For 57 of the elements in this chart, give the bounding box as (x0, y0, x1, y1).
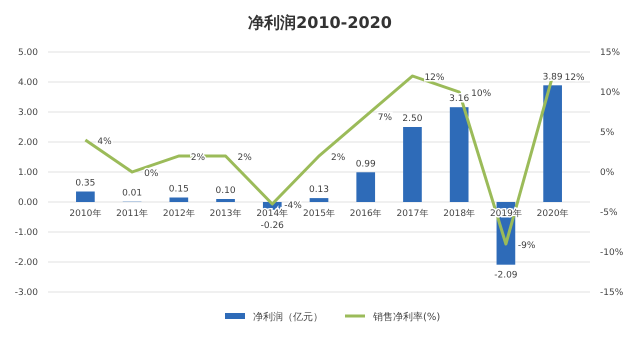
data-label: 2% (238, 153, 252, 163)
x-tick-label: 2017年 (396, 208, 428, 219)
data-label: -0.26 (260, 221, 284, 231)
data-label: 3.89 (542, 72, 563, 82)
x-tick-label: 2018年 (443, 208, 476, 219)
x-tick-label: 2014年 (256, 208, 288, 219)
data-label: 0.99 (356, 159, 376, 170)
y-tick-label: -1.00 (14, 228, 38, 238)
x-tick-label: 2011年 (116, 208, 148, 219)
y-tick-label: 2.00 (18, 138, 38, 148)
data-label: 0.13 (308, 185, 330, 196)
bar (450, 107, 469, 202)
data-label: 0.15 (168, 184, 189, 194)
x-tick-label: 2015年 (303, 208, 335, 219)
y2-tick-label: -5% (600, 208, 618, 218)
data-label: 2% (331, 153, 346, 163)
bar (216, 199, 235, 202)
data-label: 0% (144, 169, 159, 179)
y-tick-label: 1.00 (18, 168, 38, 178)
y-tick-label: 3.00 (18, 108, 38, 118)
y-tick-label: 5.00 (18, 48, 38, 58)
data-label: 12% (424, 73, 445, 83)
x-tick-label: 2010年 (69, 208, 102, 219)
data-label: -9% (518, 241, 536, 251)
bar (76, 192, 95, 202)
data-label: -2.09 (494, 270, 518, 281)
y2-tick-label: 0% (600, 168, 615, 178)
data-label: 4% (97, 137, 112, 147)
x-tick-label: 2016年 (350, 208, 382, 219)
legend-label: 销售净利率(%) (372, 311, 440, 323)
legend-label: 净利润（亿元） (253, 311, 323, 323)
bar (356, 172, 376, 202)
bar (403, 127, 422, 202)
data-label: 10% (471, 89, 492, 99)
y2-tick-label: -15% (600, 288, 624, 298)
data-label: -4% (284, 201, 302, 211)
y-tick-label: -3.00 (14, 288, 38, 298)
y-tick-label: 4.00 (18, 78, 38, 88)
data-label: 0.35 (75, 178, 96, 188)
y2-tick-label: 5% (600, 128, 615, 138)
y2-tick-label: 15% (600, 48, 620, 58)
bar (169, 198, 188, 202)
x-tick-label: 2012年 (162, 208, 195, 219)
x-tick-label: 2020年 (536, 208, 569, 219)
data-label: 2.50 (402, 114, 423, 124)
data-label: 0.10 (216, 186, 236, 196)
y2-tick-label: -10% (600, 248, 624, 258)
y2-tick-label: 10% (600, 88, 620, 98)
chart-title: 净利润2010-2020 (248, 13, 392, 32)
x-tick-label: 2013年 (210, 208, 242, 219)
bar (310, 198, 328, 202)
data-label: 7% (378, 113, 392, 123)
y-tick-label: 0.00 (18, 198, 38, 208)
y-tick-label: -2.00 (14, 258, 38, 268)
data-label: 12% (564, 73, 586, 83)
bar (543, 85, 562, 202)
data-label: 0.01 (122, 188, 142, 199)
